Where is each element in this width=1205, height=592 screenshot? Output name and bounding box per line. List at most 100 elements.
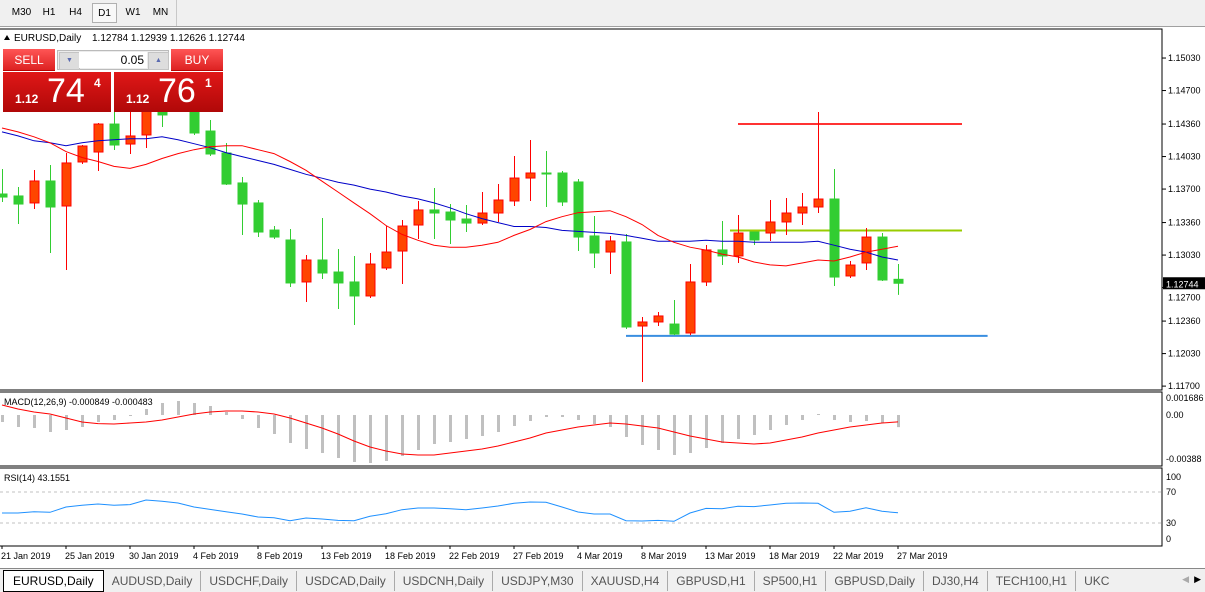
candle xyxy=(45,165,56,254)
lot-decrease-button[interactable]: ▼ xyxy=(59,52,80,70)
candle xyxy=(317,218,328,280)
macd-histogram-bar xyxy=(1,415,4,422)
macd-tick-label: 0.001686 xyxy=(1166,393,1204,403)
tab-usdjpy-m30[interactable]: USDJPY,M30 xyxy=(493,570,583,591)
candle xyxy=(861,227,872,270)
candle xyxy=(893,264,904,295)
current-price-label: 1.12744 xyxy=(1166,279,1199,289)
timeframe-h1-button[interactable]: H1 xyxy=(42,7,56,18)
macd-histogram-bar xyxy=(17,415,20,427)
macd-histogram-bar xyxy=(225,412,228,415)
candle xyxy=(237,177,248,235)
sell-button[interactable]: SELL xyxy=(3,49,55,71)
one-click-trading-panel: SELL ▼ 0.05 ▲ BUY 1.12 74 4 1.12 76 1 xyxy=(3,49,223,113)
candle-body xyxy=(589,235,600,254)
pane-frame-2 xyxy=(0,467,1163,547)
candle xyxy=(845,260,856,279)
tab-xauusd-h4[interactable]: XAUUSD,H4 xyxy=(583,570,669,591)
date-tick-label: 4 Mar 2019 xyxy=(577,551,623,561)
macd-histogram-bar xyxy=(353,415,356,462)
candle-body xyxy=(525,172,536,179)
date-tick-label: 27 Feb 2019 xyxy=(513,551,564,561)
macd-histogram-bar xyxy=(865,415,868,421)
candle-body xyxy=(701,249,712,283)
timeframe-w1-button[interactable]: W1 xyxy=(125,7,141,18)
candle xyxy=(813,112,824,214)
tab-tech100-h1[interactable]: TECH100,H1 xyxy=(988,570,1077,591)
tab-usdcnh-daily[interactable]: USDCNH,Daily xyxy=(395,570,494,591)
sell-price-sup: 4 xyxy=(94,76,101,90)
candle xyxy=(669,300,680,336)
price-tick-label: 1.12030 xyxy=(1168,349,1201,359)
tab-ukc[interactable]: UKC xyxy=(1084,573,1110,588)
lot-size-input[interactable]: 0.05 xyxy=(79,52,147,68)
candle-body xyxy=(733,232,744,257)
price-tick-label: 1.13030 xyxy=(1168,250,1201,260)
macd-tick-label: -0.00388 xyxy=(1166,454,1202,464)
macd-signal-line xyxy=(1,404,899,456)
candle xyxy=(333,248,344,309)
date-tick-label: 30 Jan 2019 xyxy=(129,551,179,561)
tab-gbpusd-daily[interactable]: GBPUSD,Daily xyxy=(826,570,925,591)
tab-scroll-left-icon[interactable]: ◀ xyxy=(1182,574,1190,584)
macd-histogram-bar xyxy=(449,415,452,442)
candle-body xyxy=(781,212,792,223)
macd-histogram-bar xyxy=(97,415,100,422)
macd-histogram-bar xyxy=(289,415,292,443)
candle-body xyxy=(349,281,360,297)
timeframe-d1-button[interactable]: D1 xyxy=(92,3,117,23)
candle-body xyxy=(429,209,440,214)
tab-usdchf-daily[interactable]: USDCHF,Daily xyxy=(201,570,298,591)
timeframe-mn-button[interactable]: MN xyxy=(152,7,169,18)
macd-histogram-bar xyxy=(305,415,308,449)
tab-dj30-h4[interactable]: DJ30,H4 xyxy=(924,570,988,591)
candle-body xyxy=(253,202,264,233)
buy-price-button[interactable]: 1.12 76 1 xyxy=(114,72,223,112)
date-tick-label: 18 Feb 2019 xyxy=(385,551,436,561)
pane-frame-1 xyxy=(0,391,1163,467)
current-price-marker xyxy=(1163,277,1205,290)
candle-body xyxy=(861,236,872,264)
tab-audusd-daily[interactable]: AUDUSD,Daily xyxy=(104,570,202,591)
macd-histogram-bar xyxy=(321,415,324,453)
macd-histogram-bar xyxy=(849,415,852,422)
collapse-triangle-icon[interactable] xyxy=(4,35,10,40)
macd-histogram-bar xyxy=(513,415,516,426)
macd-histogram-bar xyxy=(497,415,500,432)
timeframe-m30-button[interactable]: M30 xyxy=(11,7,32,18)
candle-body xyxy=(221,152,232,185)
tab-gbpusd-h1[interactable]: GBPUSD,H1 xyxy=(668,570,755,591)
candle-body xyxy=(93,123,104,153)
candle xyxy=(621,233,632,329)
candle-body xyxy=(573,181,584,238)
macd-histogram-bar xyxy=(241,415,244,419)
timeframe-h4-button[interactable]: H4 xyxy=(69,7,82,18)
tab-usdcad-daily[interactable]: USDCAD,Daily xyxy=(297,570,395,591)
candle-body xyxy=(301,259,312,283)
rsi-tick-label: 100 xyxy=(1166,472,1181,482)
tab-sp500-h1[interactable]: SP500,H1 xyxy=(755,570,827,591)
price-tick-label: 1.12360 xyxy=(1168,316,1201,326)
macd-tick-label: 0.00 xyxy=(1166,410,1184,420)
candle xyxy=(0,168,8,202)
candle xyxy=(381,226,392,270)
candle xyxy=(13,186,24,225)
sell-price-button[interactable]: 1.12 74 4 xyxy=(3,72,111,112)
lot-increase-button[interactable]: ▲ xyxy=(148,52,169,70)
chart-canvas[interactable]: 1.15030 1.14700 1.14360 1.14030 1.13700 1.133… xyxy=(0,0,1205,568)
macd-histogram-bar xyxy=(657,415,660,450)
candle-body xyxy=(669,323,680,335)
candle xyxy=(61,153,72,270)
tab-eurusd-daily[interactable]: EURUSD,Daily xyxy=(3,569,104,592)
buy-button[interactable]: BUY xyxy=(171,49,223,71)
candle-body xyxy=(125,135,136,145)
candle xyxy=(429,187,440,240)
candle-body xyxy=(381,251,392,269)
macd-histogram-bar xyxy=(113,415,116,420)
candle-body xyxy=(13,195,24,205)
candle-body xyxy=(621,241,632,328)
lot-size-stepper[interactable]: ▼ 0.05 ▲ xyxy=(57,50,169,70)
tab-scroll-right-icon[interactable]: ▶ xyxy=(1194,574,1201,584)
macd-title: MACD(12,26,9) -0.000849 -0.000483 xyxy=(4,397,153,407)
rsi-tick-label: 0 xyxy=(1166,534,1171,544)
